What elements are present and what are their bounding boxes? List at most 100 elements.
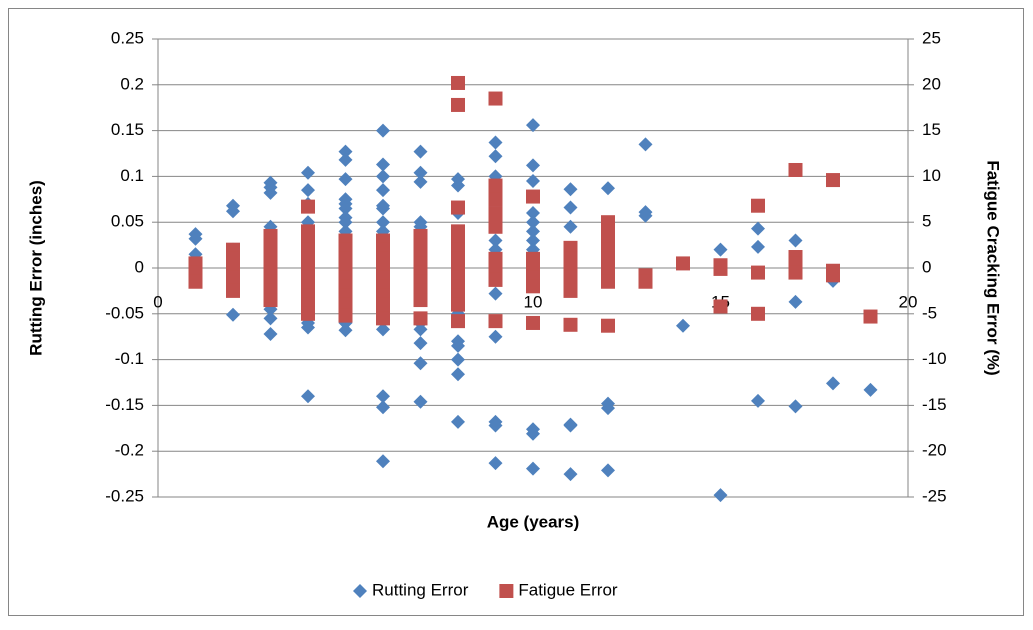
- point: [526, 173, 540, 188]
- point: [601, 181, 615, 196]
- point: [413, 322, 428, 337]
- point: [488, 329, 503, 344]
- y-tick-label: -0.25: [105, 486, 144, 505]
- legend-label: Rutting Error: [372, 580, 469, 599]
- point: [376, 311, 390, 326]
- y2-tick-label: -10: [922, 349, 947, 368]
- y-tick-label: 0.2: [120, 74, 144, 93]
- legend-marker: [353, 584, 367, 598]
- point: [826, 173, 840, 188]
- point: [338, 323, 353, 338]
- point: [338, 308, 353, 323]
- point: [751, 198, 765, 213]
- point: [638, 208, 653, 223]
- point: [526, 224, 540, 239]
- point: [338, 152, 353, 167]
- y2-tick-label: 25: [922, 28, 941, 47]
- point: [338, 201, 353, 216]
- point: [451, 338, 465, 353]
- y-tick-label: -0.05: [105, 303, 144, 322]
- point: [263, 293, 278, 308]
- y-tick-label: -0.15: [105, 395, 144, 414]
- point: [526, 461, 540, 476]
- point: [563, 182, 578, 197]
- point: [751, 265, 765, 280]
- y2-tick-label: -15: [922, 395, 947, 414]
- point: [488, 206, 503, 221]
- point: [413, 293, 428, 308]
- point: [788, 162, 803, 177]
- point: [563, 219, 578, 234]
- point: [563, 467, 578, 482]
- point: [563, 418, 578, 433]
- point: [563, 240, 578, 255]
- point: [526, 315, 540, 330]
- point: [526, 426, 540, 441]
- y-tick-label: 0: [135, 257, 144, 276]
- y-axis-title: Rutting Error (inches): [26, 180, 45, 356]
- point: [301, 165, 315, 180]
- point: [451, 97, 465, 112]
- point: [526, 279, 540, 294]
- point: [488, 91, 503, 106]
- x-tick-label: 10: [524, 292, 543, 311]
- point: [263, 326, 278, 341]
- point: [301, 306, 315, 321]
- point: [338, 172, 353, 187]
- y-tick-label: 0.1: [120, 166, 144, 185]
- point: [376, 201, 390, 216]
- point: [826, 376, 840, 391]
- y2-tick-label: 5: [922, 212, 931, 231]
- point: [376, 389, 390, 404]
- point: [301, 320, 315, 335]
- point: [863, 382, 878, 397]
- point: [413, 394, 428, 409]
- point: [376, 454, 390, 469]
- point: [488, 178, 503, 193]
- point: [751, 393, 765, 408]
- point: [526, 206, 540, 221]
- x-axis-title: Age (years): [487, 512, 580, 531]
- point: [338, 215, 353, 230]
- point: [413, 336, 428, 351]
- point: [638, 274, 653, 289]
- point: [601, 401, 615, 416]
- point: [451, 414, 465, 429]
- point: [376, 215, 390, 230]
- point: [413, 144, 428, 159]
- point: [376, 169, 390, 184]
- y-tick-label: -0.1: [115, 349, 144, 368]
- y-tick-label: 0.05: [111, 212, 144, 231]
- point: [751, 221, 765, 236]
- point: [488, 233, 503, 248]
- chart-frame: [8, 8, 1024, 616]
- point: [526, 189, 540, 204]
- point: [376, 400, 390, 415]
- point: [788, 399, 803, 414]
- point: [601, 463, 615, 478]
- legend-marker: [499, 584, 514, 598]
- point: [563, 317, 578, 332]
- point: [488, 219, 503, 234]
- x-tick-label: 20: [899, 292, 918, 311]
- point: [413, 356, 428, 371]
- point: [713, 299, 728, 314]
- point: [488, 149, 503, 164]
- y2-tick-label: 10: [922, 166, 941, 185]
- point: [751, 239, 765, 254]
- point: [376, 157, 390, 172]
- point: [263, 185, 278, 200]
- point: [226, 283, 240, 298]
- y2-tick-label: 15: [922, 120, 941, 139]
- point: [601, 318, 615, 333]
- point: [526, 215, 540, 230]
- point: [488, 286, 503, 301]
- point: [788, 233, 803, 248]
- point: [451, 75, 465, 90]
- point: [751, 306, 765, 321]
- point: [863, 309, 878, 324]
- point: [301, 199, 315, 214]
- point: [488, 272, 503, 287]
- point: [413, 311, 428, 326]
- point: [563, 270, 578, 285]
